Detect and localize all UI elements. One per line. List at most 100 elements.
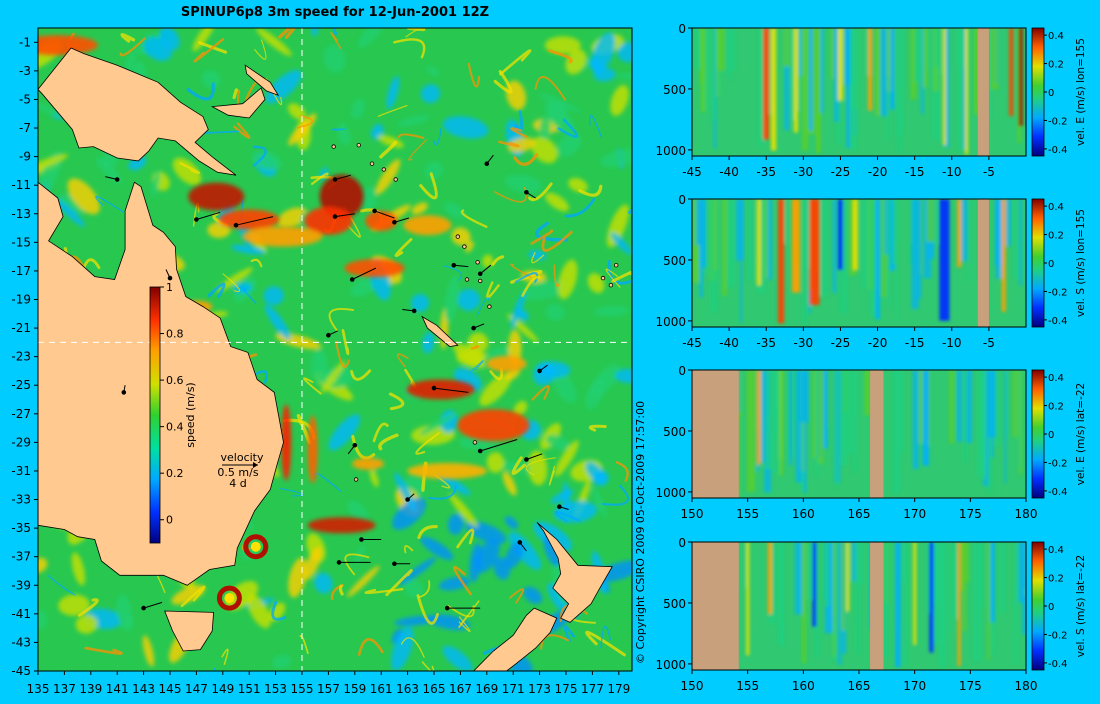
section-colorbar-tick-label: 0.2 — [1048, 402, 1064, 413]
section-band — [823, 370, 828, 449]
section-band — [832, 199, 837, 293]
land-island — [462, 244, 467, 249]
speed-filament — [470, 360, 484, 373]
section-band — [869, 199, 876, 316]
speed-filament — [311, 172, 329, 185]
section-band — [809, 28, 813, 131]
section-band — [704, 199, 709, 275]
section-band — [1019, 370, 1022, 475]
map-y-tick-label: -7 — [19, 121, 31, 135]
map-y-tick-label: -45 — [11, 664, 31, 678]
section-x-tick-label: 165 — [848, 507, 871, 521]
land-island — [608, 283, 614, 288]
section-colorbar-tick-label: -0.4 — [1048, 316, 1068, 327]
section-band — [737, 370, 741, 418]
land-new-caledonia — [421, 315, 459, 348]
section-band — [795, 370, 802, 483]
section-band — [714, 199, 717, 270]
speed-filament — [221, 648, 229, 665]
land-island — [381, 167, 386, 172]
speed-filament — [589, 114, 603, 139]
speed-filament — [428, 485, 457, 500]
section-land — [692, 542, 739, 670]
section-band — [809, 199, 820, 305]
section-band — [910, 28, 917, 100]
speed-filament — [499, 49, 532, 76]
speed-filament — [296, 115, 314, 129]
section-band — [929, 542, 934, 653]
speed-filament — [553, 264, 560, 288]
section-band — [725, 28, 729, 75]
velocity-arrow-tail — [233, 222, 239, 228]
land-australia — [38, 181, 284, 586]
speed-hotspot — [365, 210, 398, 231]
velocity-arrow-tail — [392, 561, 397, 567]
speed-filament — [119, 37, 146, 57]
section-x-tick-label: -15 — [905, 165, 925, 179]
section-x-tick-label: -40 — [719, 336, 739, 350]
map-colorbar-label: speed (m/s) — [184, 382, 197, 447]
speed-patch — [545, 434, 570, 450]
section-colorbar-tick-label: 0.2 — [1048, 231, 1064, 242]
section-band — [802, 542, 807, 664]
speed-patch — [545, 192, 569, 212]
section-band — [825, 542, 830, 607]
speed-patch — [350, 279, 376, 297]
section-band — [730, 28, 736, 71]
speed-filament — [514, 110, 524, 132]
land-island — [478, 278, 483, 284]
speed-patch — [256, 28, 292, 57]
section-band — [1013, 542, 1018, 665]
speed-patch — [544, 36, 581, 54]
eddy-core — [224, 593, 235, 604]
section-y-tick-label: 0 — [678, 193, 686, 207]
section-band — [949, 542, 952, 637]
section-x-tick-label: 165 — [848, 679, 871, 693]
section-x-tick-label: 150 — [681, 679, 704, 693]
section-band — [1012, 199, 1019, 279]
section-band — [914, 28, 922, 83]
section-band — [771, 28, 777, 151]
section-band — [1009, 28, 1014, 116]
section-band — [736, 199, 744, 261]
section-panel-4: 150 155 160 165 170 175 180 0 500 1000 0.4 0.2 0 -0.2… — [655, 536, 1087, 693]
speed-filament — [207, 282, 226, 299]
section-band — [756, 199, 765, 294]
speed-filament — [563, 625, 575, 642]
land-nz-north — [536, 522, 613, 623]
speed-filament — [404, 545, 414, 554]
velocity-arrow-tail — [524, 457, 529, 462]
section-panel-1: -45 -40 -35 -30 -25 -20 -15 -10 -5 0 500 1000 0.4 0.2… — [655, 22, 1087, 179]
speed-filament — [514, 272, 539, 284]
section-band — [942, 28, 946, 146]
speed-patch — [508, 531, 542, 570]
section-x-tick-label: -25 — [831, 165, 851, 179]
speed-patch — [75, 614, 98, 634]
map-x-tick-label: 137 — [53, 682, 76, 696]
section-field — [692, 370, 1026, 498]
speed-filament — [84, 646, 123, 655]
section-colorbar-tick-label: 0.4 — [1048, 545, 1064, 556]
velocity-arrow-tail — [332, 177, 338, 182]
speed-filament — [351, 434, 376, 460]
section-y-tick-label: 0 — [678, 536, 686, 550]
map-y-tick-label: -1 — [19, 35, 31, 49]
speed-filament — [250, 258, 263, 268]
chart-title: SPINUP6p8 3m speed for 12-Jun-2001 12Z — [181, 5, 489, 20]
speed-patch — [38, 102, 65, 118]
map-y-tick-label: -11 — [11, 178, 31, 192]
copyright-note: © Copyright CSIRO 2009 05-Oct-2009 17:57… — [634, 401, 647, 664]
velocity-arrow-tail — [524, 190, 529, 195]
section-band — [965, 28, 969, 155]
section-band — [990, 28, 999, 90]
section-band — [699, 199, 704, 298]
land-new-guinea — [38, 47, 237, 176]
map-y-tick-label: -9 — [19, 150, 31, 164]
speed-patch — [537, 361, 571, 378]
section-band — [793, 28, 798, 133]
speed-filament — [254, 39, 267, 60]
section-band — [814, 542, 820, 658]
section-band — [860, 542, 865, 584]
land-island — [455, 234, 460, 239]
